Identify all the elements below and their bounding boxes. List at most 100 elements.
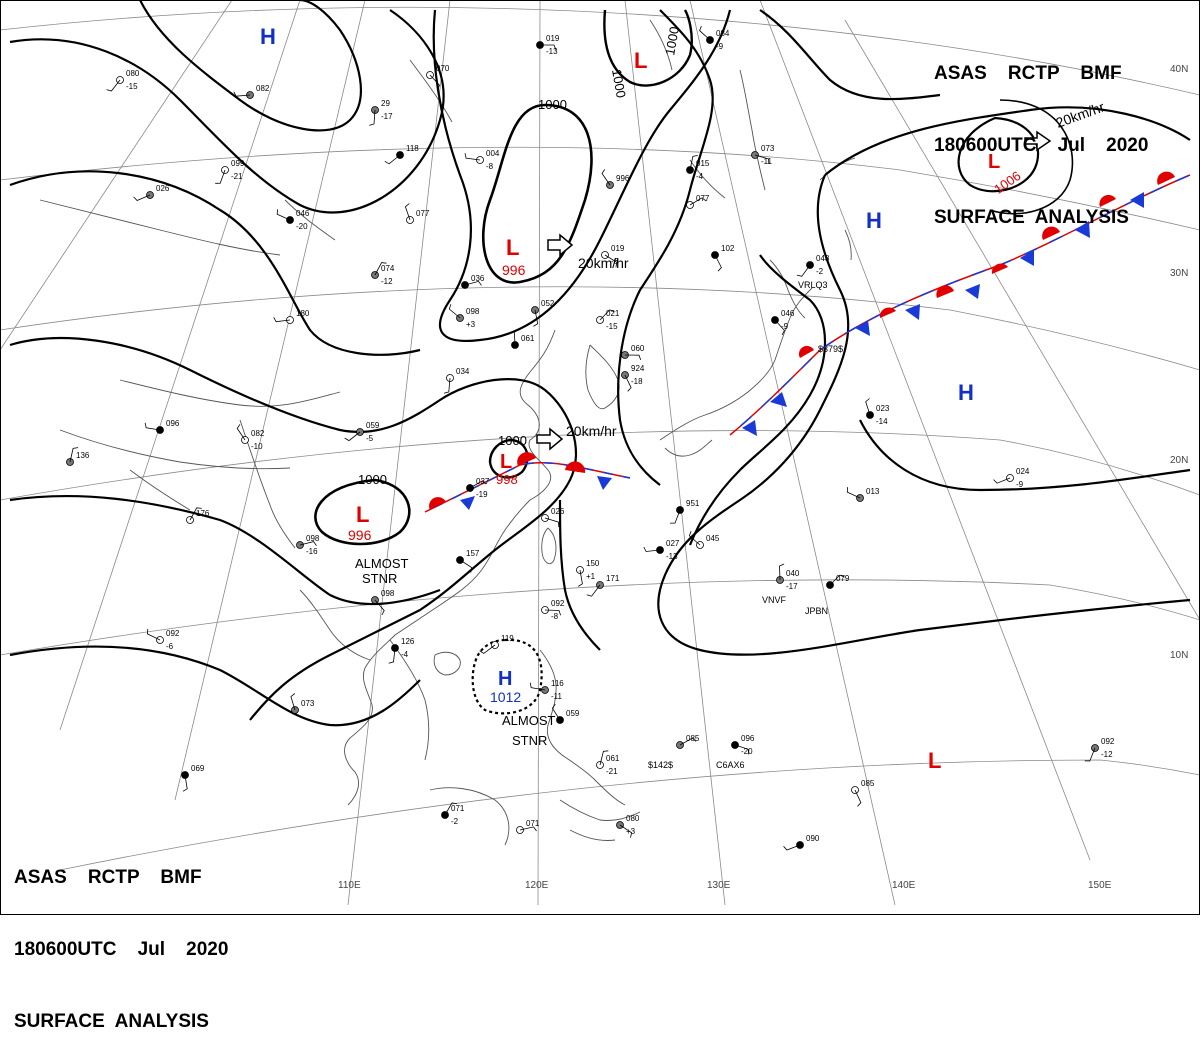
station-pressure: 098 [381,589,395,598]
wind-barb [106,79,121,92]
high-center-scs: H [498,668,512,690]
station-plot: 082-10 [236,424,265,451]
wind-barb [601,169,611,186]
wind-barb [513,328,519,346]
station-pressure: 085 [861,779,875,788]
wind-barb [443,377,451,394]
station-plot: 092-6 [146,628,180,651]
isobars [9,0,1191,727]
motion-arrow-north-low [547,233,574,257]
station-pressure: 29 [381,99,390,108]
wind-barb [599,750,609,766]
station-plot: 126-4 [388,637,415,664]
wind-barb [796,264,811,277]
motion-arrow-ne-low [1024,130,1052,152]
station-pressure: 102 [721,244,735,253]
station-pressure: 077 [696,194,710,203]
station-plot: 092-12 [1084,737,1115,762]
station-dewpoint: +3 [466,320,476,329]
station-plot: 116-11 [529,679,564,701]
header-line-3: SURFACE ANALYSIS [14,1011,209,1032]
ship-id: VRLQ3 [798,280,828,290]
wind-barb [551,703,561,721]
wind-barb [1084,747,1096,762]
station-plot: 061 [511,328,535,349]
station-plot: 150+1 [576,559,600,587]
lat-label: 20N [1170,455,1188,466]
station-plot: 071 [516,819,540,834]
station-plot: 098 [371,589,395,616]
station-dewpoint: -10 [251,442,263,451]
low-center-ne: L [988,151,1000,173]
wind-barb [689,155,698,171]
station-plot: 951 [670,499,700,524]
station-plot: 073 [290,693,315,714]
station-plot: 071-2 [441,802,465,826]
wind-barb [144,422,161,431]
station-plot: 102 [711,244,735,272]
wind-barb [774,319,785,336]
lon-label: 140E [892,880,916,891]
station-pressure: 019 [611,244,625,253]
station-plot: 176 [186,507,210,524]
station-dewpoint: -5 [366,434,374,443]
station-pressure: 119 [501,634,514,643]
wind-barb [464,280,482,286]
station-plot: 080+3 [616,814,640,838]
station-plot: 026 [541,507,565,528]
station-pressure: 180 [296,309,310,318]
station-pressure: 951 [686,499,700,508]
wind-barb [388,647,396,664]
station-pressure: 176 [196,509,210,518]
station-plot: 180 [273,309,310,324]
wind-barb [679,737,697,746]
lon-label: 150E [1088,880,1112,891]
stationary-front [424,452,631,513]
header-line-1: ASAS RCTP BMF [14,867,202,888]
station-pressure: 015 [696,159,710,168]
wind-barb [182,774,188,792]
system-note-line1: ALMOST [355,556,409,571]
station-dewpoint: -4 [401,650,409,659]
ship-id: C6AX6 [716,760,745,770]
station-plot: 040-17 [776,563,800,591]
high-center-nw: H [260,24,276,49]
wind-barb [993,477,1011,484]
isobar-label: 1000 [358,472,387,487]
low-pressure-value: 998 [496,472,518,487]
station-plot: 059 [551,703,580,724]
isobar-label: 1000 [662,25,682,56]
wind-barb [189,507,202,521]
station-plot: 092-8 [541,599,565,621]
wind-barb [215,169,226,184]
motion-speed-label: 20km/hr [578,255,629,271]
station-pressure: 098 [466,307,480,316]
ship-id: $379$ [818,344,843,354]
ship-id: JPBN [805,606,828,616]
wind-barb [699,25,711,41]
station-pressure: 092 [166,629,180,638]
lat-label: 40N [1170,64,1188,75]
station-plot: 013 [846,487,880,502]
station-pressure: 082 [251,429,265,438]
station-dewpoint: -20 [741,747,753,756]
station-plot: 090 [783,834,820,851]
low-center-north-2: L [506,235,519,260]
station-pressure: 085 [686,734,700,743]
wind-barb [529,682,546,691]
station-dewpoint: -4 [696,172,704,181]
station-pressure: 080 [126,69,140,78]
station-pressure: 019 [546,34,560,43]
station-pressure: 084 [716,29,730,38]
station-pressure: 136 [76,451,90,460]
station-pressure: 074 [381,264,395,273]
station-plot: 015-4 [686,155,710,181]
station-dewpoint: -15 [126,82,138,91]
station-pressure: 096 [166,419,180,428]
station-pressure: 023 [876,404,890,413]
analysis-header-bottom: ASAS RCTP BMF 180600UTC Jul 2020 SURFACE… [14,818,228,1058]
station-plot: 098-16 [296,534,320,556]
station-pressure: 037 [476,477,490,486]
station-dewpoint: -8 [486,162,494,171]
low-center-central: L [500,451,512,473]
